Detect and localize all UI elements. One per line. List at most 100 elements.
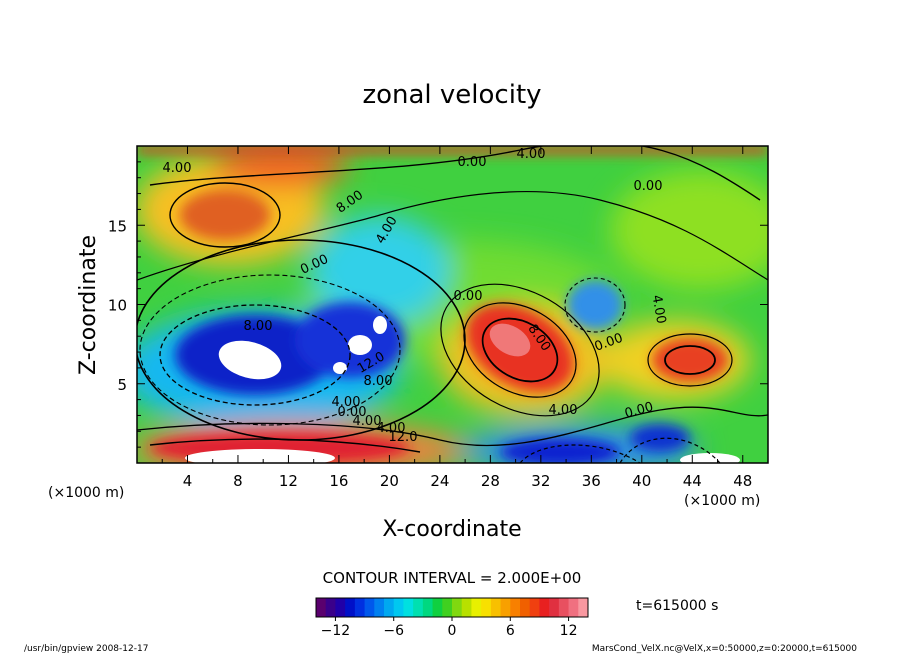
colorbar-swatch xyxy=(393,598,404,617)
x-tick-label: 40 xyxy=(632,472,651,490)
field-peak xyxy=(348,335,372,355)
field-peak xyxy=(489,323,531,357)
colorbar-swatch xyxy=(413,598,424,617)
colorbar-swatch xyxy=(335,598,346,617)
colorbar-swatch xyxy=(529,598,540,617)
colorbar-swatch xyxy=(452,598,463,617)
field-core xyxy=(652,338,728,382)
x-axis: 4 8 12 16 20 24 28 32 36 40 44 48 xyxy=(161,146,752,490)
contour-line xyxy=(169,182,281,248)
field-patch xyxy=(610,170,768,290)
colorbar-swatch xyxy=(374,598,385,617)
contour-label: 0.00 xyxy=(454,289,483,304)
footer-right: MarsCond_VelX.nc@VelX,x=0:50000,z=0:2000… xyxy=(592,644,857,654)
contour-label: 8.00 xyxy=(364,374,393,389)
contour-line xyxy=(137,190,768,281)
contour-label: 4.00 xyxy=(377,421,406,436)
colorbar-swatch xyxy=(461,598,472,617)
colorbar-swatch xyxy=(345,598,356,617)
contour-line xyxy=(159,304,351,406)
contour-line xyxy=(481,317,559,383)
contour-label: 8.00 xyxy=(244,319,273,334)
colorbar-tick-label: 0 xyxy=(448,623,457,639)
colorbar-swatch xyxy=(500,598,511,617)
x-tick-label: 44 xyxy=(683,472,702,490)
field-peak xyxy=(185,449,335,463)
contour-line xyxy=(619,437,721,463)
x-axis-label: X-coordinate xyxy=(382,517,521,542)
x-tick-label: 48 xyxy=(733,472,752,490)
x-tick-label: 16 xyxy=(329,472,348,490)
y-tick-label: 5 xyxy=(117,376,127,394)
time-label: t=615000 s xyxy=(636,598,718,614)
x-tick-label: 24 xyxy=(430,472,449,490)
contour-label: 4.00 xyxy=(649,294,669,325)
contour-line xyxy=(149,438,421,453)
field-patch xyxy=(310,215,450,325)
colorbar-swatch xyxy=(520,598,531,617)
contour-line xyxy=(137,406,768,447)
colorbar: −12 −6 0 6 12 xyxy=(315,597,589,639)
contour-label: 4.00 xyxy=(163,161,192,176)
x-axis-unit-left: (×1000 m) xyxy=(48,485,124,501)
contour-line xyxy=(564,277,626,333)
contour-label: 4.00 xyxy=(332,395,361,410)
field-core xyxy=(137,146,768,154)
colorbar-swatch xyxy=(422,598,434,617)
field-peak xyxy=(373,316,387,334)
footer-left: /usr/bin/gpview 2008-12-17 xyxy=(24,644,148,654)
y-tick-label: 15 xyxy=(108,217,127,235)
contour-label: 0.00 xyxy=(338,405,367,420)
colorbar-swatch xyxy=(442,598,453,617)
colorbar-swatch xyxy=(510,598,521,617)
contour-label: 0.00 xyxy=(634,179,663,194)
y-tick-label: 10 xyxy=(108,297,127,315)
field-core xyxy=(567,280,623,330)
field-peak xyxy=(680,453,740,463)
contour-line xyxy=(139,274,401,426)
colorbar-swatch xyxy=(549,598,560,617)
x-axis-unit-right: (×1000 m) xyxy=(684,493,760,509)
contour-label: 4.00 xyxy=(549,403,578,418)
colorbar-swatch xyxy=(403,598,414,617)
field-core xyxy=(630,424,690,452)
chart-title: zonal velocity xyxy=(362,80,541,110)
contour-line xyxy=(463,302,577,398)
x-tick-label: 12 xyxy=(279,472,298,490)
x-tick-label: 4 xyxy=(183,472,193,490)
contour-label: 4.00 xyxy=(353,414,382,429)
colorbar-tick-label: 12 xyxy=(560,623,578,639)
colorbar-swatch xyxy=(558,598,570,617)
colorbar-swatch xyxy=(471,598,482,617)
colorbar-swatch xyxy=(316,598,327,617)
colorbar-swatch xyxy=(432,598,443,617)
contour-interval-text: CONTOUR INTERVAL = 2.000E+00 xyxy=(323,569,582,587)
x-tick-label: 36 xyxy=(582,472,601,490)
colorbar-tick-label: 6 xyxy=(506,623,515,639)
colorbar-tick-label: −6 xyxy=(383,623,404,639)
contour-line xyxy=(149,146,761,201)
x-tick-label: 32 xyxy=(531,472,550,490)
field-core xyxy=(180,190,270,240)
colorbar-swatch xyxy=(568,598,579,617)
contour-line xyxy=(519,444,641,463)
colorbar-swatch xyxy=(481,598,492,617)
contour-label: 4.00 xyxy=(517,147,546,162)
x-tick-label: 20 xyxy=(380,472,399,490)
contour-line xyxy=(647,333,733,387)
contour-line xyxy=(440,283,600,417)
field-peak xyxy=(333,362,347,374)
colorbar-swatch xyxy=(384,598,395,617)
field-core xyxy=(500,438,620,463)
colorbar-swatch xyxy=(490,598,502,617)
colorbar-swatch xyxy=(354,598,366,617)
contour-label: 0.00 xyxy=(458,155,487,170)
y-axis-label: Z-coordinate xyxy=(76,235,101,375)
contour-line xyxy=(664,345,716,375)
colorbar-swatch xyxy=(364,598,375,617)
contour-label: 0.00 xyxy=(623,400,655,422)
contour-label: 12.0 xyxy=(389,430,418,445)
colorbar-tick-label: −12 xyxy=(321,623,351,639)
y-axis: 5 10 15 xyxy=(108,161,768,448)
